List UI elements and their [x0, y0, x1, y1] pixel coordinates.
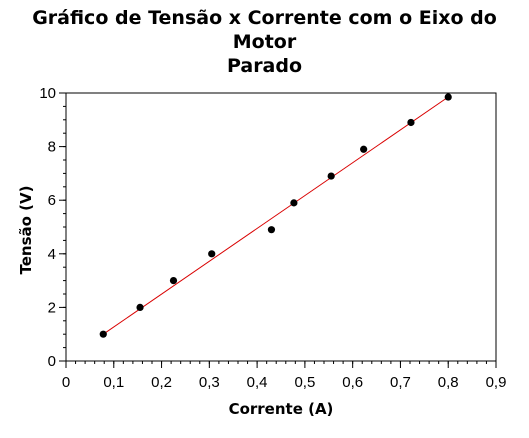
x-tick-label: 0,7 — [390, 374, 411, 391]
data-point — [444, 93, 452, 101]
y-tick-label: 2 — [48, 299, 56, 316]
y-tick-label: 8 — [48, 139, 56, 156]
x-tick-labels: 0 0,1 0,2 0,3 0,4 0,5 0,6 0,7 0,8 0,9 — [62, 374, 507, 391]
x-tick-label: 0,3 — [199, 374, 220, 391]
y-axis-label: Tensão (V) — [17, 186, 35, 275]
y-tick-label: 0 — [48, 353, 56, 370]
chart-title-line-2: Parado — [226, 55, 303, 77]
x-tick-label: 0,1 — [103, 374, 124, 391]
y-tick-labels: 0 2 4 6 8 10 — [39, 85, 56, 370]
data-point — [99, 330, 107, 338]
x-tick-label: 0,5 — [294, 374, 315, 391]
data-point — [208, 250, 216, 258]
minor-ticks — [63, 92, 497, 364]
data-point — [136, 303, 144, 311]
x-tick-label: 0 — [62, 374, 70, 391]
data-points — [99, 93, 452, 338]
chart-title: Gráfico de Tensão x Corrente com o Eixo … — [0, 6, 529, 78]
x-axis-label: Corrente (A) — [229, 400, 334, 418]
data-point — [327, 172, 335, 180]
plot-frame — [65, 92, 497, 362]
x-tick-label: 0,9 — [486, 374, 507, 391]
chart-title-line-1: Gráfico de Tensão x Corrente com o Eixo … — [32, 7, 497, 53]
y-tick-label: 10 — [39, 85, 56, 102]
major-ticks — [59, 92, 497, 368]
x-tick-label: 0,2 — [151, 374, 172, 391]
y-tick-label: 4 — [48, 246, 56, 263]
data-point — [169, 277, 178, 285]
x-tick-label: 0,8 — [438, 374, 459, 391]
x-tick-label: 0,4 — [247, 374, 268, 391]
data-point — [360, 145, 368, 153]
data-point — [267, 226, 276, 234]
data-point — [290, 199, 298, 207]
data-point — [407, 118, 415, 127]
x-tick-label: 0,6 — [342, 374, 363, 391]
y-tick-label: 6 — [48, 192, 56, 209]
fit-line — [102, 96, 449, 335]
